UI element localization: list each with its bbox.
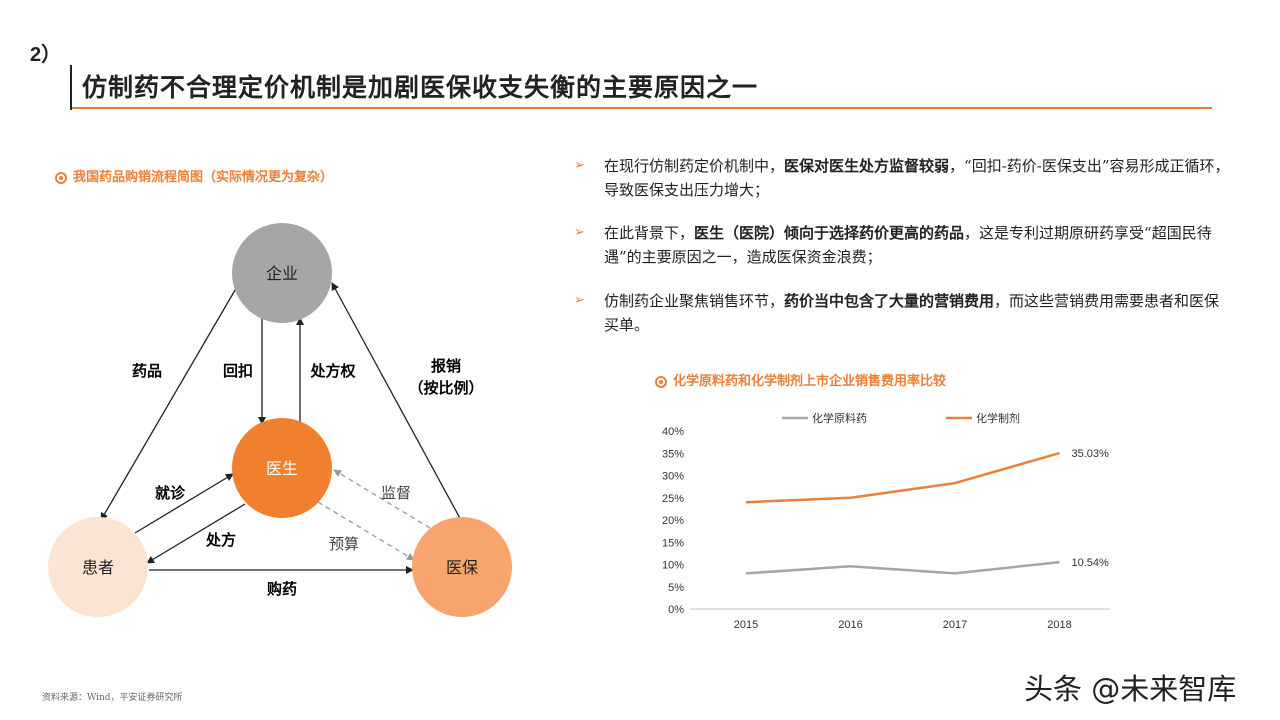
y-tick-label: 40% — [662, 426, 684, 438]
title-underline — [72, 107, 1212, 109]
label-prescription-right: 处方权 — [309, 362, 356, 380]
y-tick-label: 15% — [662, 537, 684, 549]
x-tick-label: 2018 — [1047, 619, 1071, 631]
arrow-visit — [134, 473, 234, 534]
arrow-budget — [317, 501, 415, 561]
chart-heading: 化学原料药和化学制剂上市企业销售费用率比较 — [655, 370, 946, 389]
svg-text:患者: 患者 — [82, 558, 114, 577]
target-icon — [655, 375, 667, 388]
label-supervise: 监督 — [381, 484, 411, 502]
series-line-2 — [745, 451, 1060, 504]
svg-text:医保: 医保 — [446, 558, 478, 577]
x-tick-label: 2016 — [838, 619, 862, 631]
arrow-supervise — [333, 469, 431, 529]
y-tick-label: 20% — [662, 515, 684, 527]
arrow-prescribe — [146, 503, 246, 564]
data-label: 35.03% — [1072, 448, 1110, 460]
node-patient: 患者 — [48, 517, 148, 617]
y-tick-label: 10% — [662, 560, 684, 572]
y-tick-label: 30% — [662, 471, 684, 483]
flow-heading: 我国药品购销流程简图（实际情况更为复杂） — [55, 166, 333, 185]
arrow-bullet-icon: ➢ — [574, 158, 585, 173]
section-number: 2） — [30, 44, 62, 66]
sales-expense-chart: 0% 5% 10% 15% 20% 25% 30% 35% 40% 2015 2016 2017 201… — [662, 411, 1110, 631]
y-tick-label: 25% — [662, 493, 684, 505]
watermark: 头条 @未来智库 — [1024, 672, 1237, 706]
label-drug: 药品 — [132, 362, 162, 380]
data-label: 10.54% — [1072, 557, 1110, 569]
arrow-enterprise-patient — [100, 284, 239, 521]
bullet-1: ➢ 在现行仿制药定价机制中，医保对医生处方监督较弱，“回扣-药价-医保支出”容易… — [574, 154, 1234, 202]
title-accent-bar — [70, 65, 72, 110]
arrow-bullet-icon: ➢ — [574, 293, 585, 308]
flow-diagram: 企业 医生 患者 医保 药品 回扣 处方权 报销 （按比例） 就诊 处方 监督 … — [48, 223, 512, 617]
svg-text:医生: 医生 — [266, 459, 298, 478]
x-tick-label: 2017 — [943, 619, 967, 631]
svg-text:企业: 企业 — [266, 264, 298, 283]
bullet-2: ➢ 在此背景下，医生（医院）倾向于选择药价更高的药品，这是专利过期原研药享受“超… — [574, 221, 1234, 269]
y-tick-label: 5% — [668, 582, 684, 594]
legend-label: 化学原料药 — [812, 411, 867, 425]
x-tick-label: 2015 — [734, 619, 758, 631]
node-insurance: 医保 — [412, 517, 512, 617]
bullet-3: ➢ 仿制药企业聚焦销售环节，药价当中包含了大量的营销费用，而这些营销费用需要患者… — [574, 289, 1234, 337]
flow-heading-text: 我国药品购销流程简图（实际情况更为复杂） — [73, 170, 334, 185]
label-buy-drug: 购药 — [267, 580, 297, 598]
y-tick-label: 0% — [668, 604, 684, 616]
node-enterprise: 企业 — [232, 223, 332, 323]
node-doctor: 医生 — [232, 418, 332, 518]
target-icon — [55, 171, 67, 184]
page-title: 仿制药不合理定价机制是加剧医保收支失衡的主要原因之一 — [82, 73, 759, 102]
label-reimburse-ratio: （按比例） — [408, 379, 483, 397]
label-visit: 就诊 — [155, 484, 186, 502]
series-line-1 — [745, 560, 1060, 575]
source-note: 资料来源：Wind，平安证券研究所 — [42, 693, 183, 703]
y-tick-label: 35% — [662, 448, 684, 460]
label-prescribe: 处方 — [205, 531, 236, 549]
legend-label: 化学制剂 — [976, 411, 1020, 425]
arrow-bullet-icon: ➢ — [574, 225, 585, 240]
chart-heading-text: 化学原料药和化学制剂上市企业销售费用率比较 — [673, 374, 947, 389]
arrow-insurance-enterprise — [331, 282, 463, 523]
label-budget: 预算 — [329, 535, 359, 553]
label-kickback: 回扣 — [223, 362, 253, 380]
label-reimburse: 报销 — [431, 357, 461, 375]
